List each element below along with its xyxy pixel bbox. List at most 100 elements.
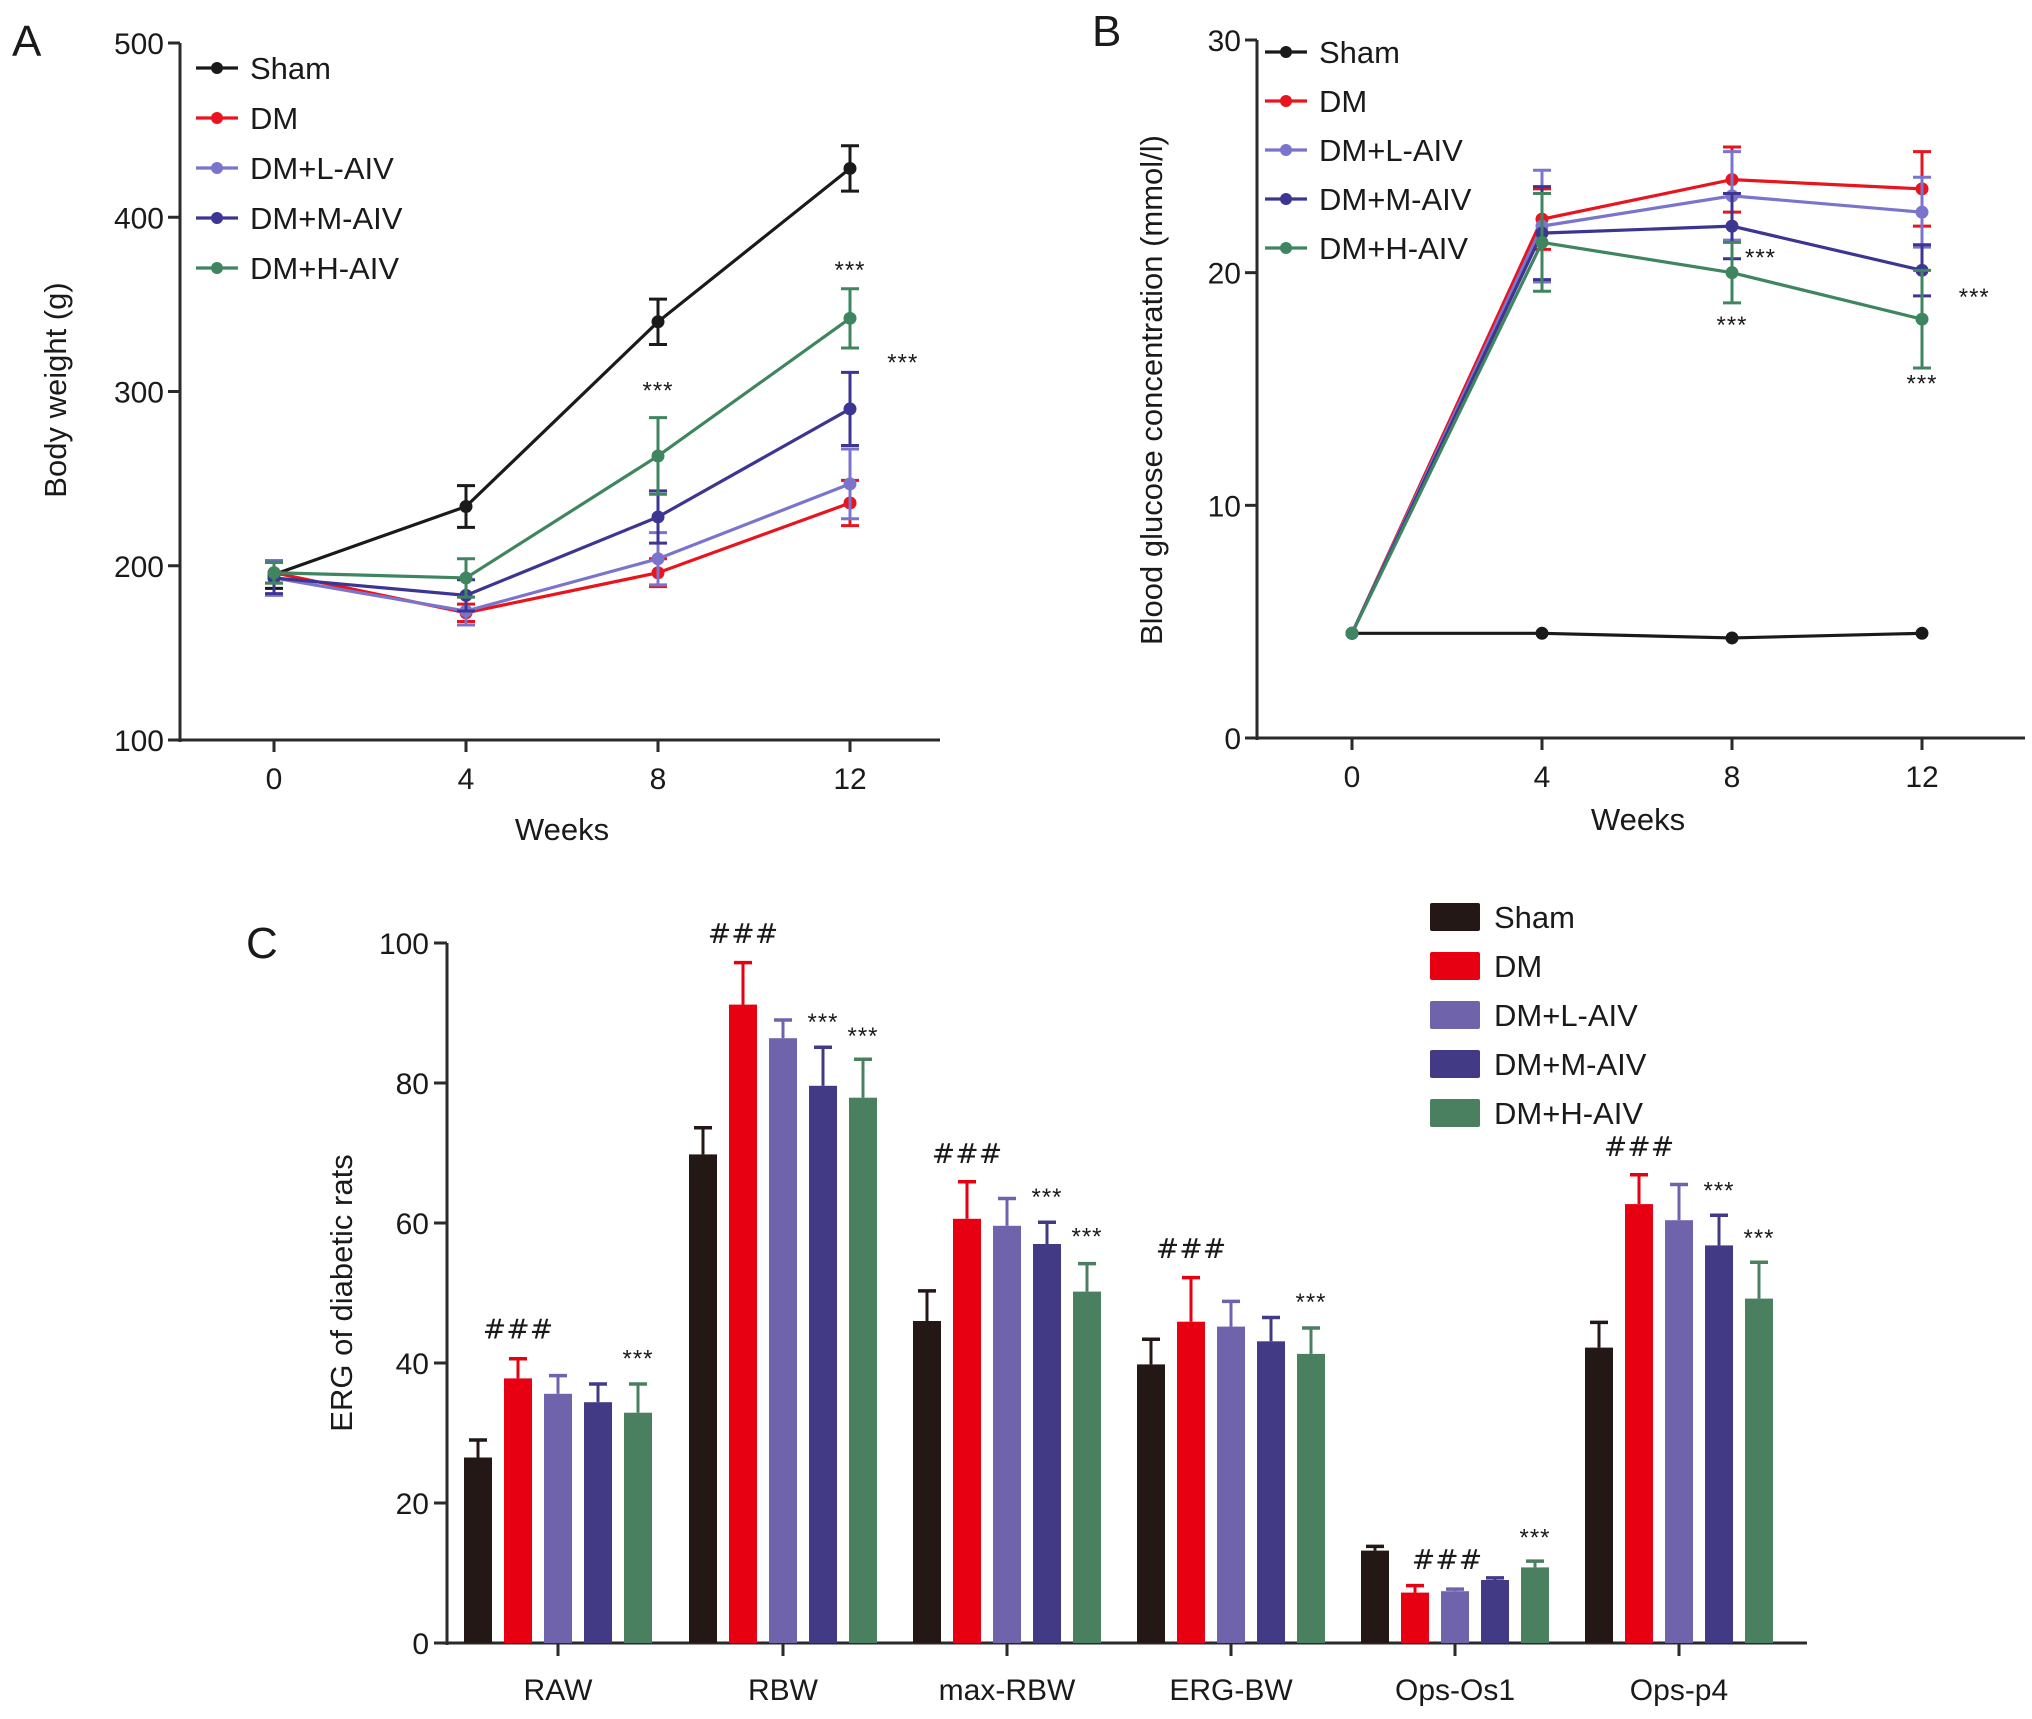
data-point-dm-h-aiv	[459, 571, 473, 585]
significance-marker: ***	[834, 257, 865, 284]
data-point-dm-m-aiv	[843, 402, 857, 416]
bar-dm-m-aiv-rbw	[809, 1085, 837, 1643]
bar-dm-m-aiv-raw	[584, 1402, 612, 1643]
y-tick-label: 30	[1208, 25, 1241, 58]
bar-series-dm	[504, 960, 1653, 1643]
legend-swatch	[1430, 1099, 1480, 1127]
bar-dm-ops-p4	[1625, 1204, 1653, 1643]
legend-label: DM	[1319, 84, 1367, 119]
legend-item-dm-m-aiv: DM+M-AIV	[1430, 1047, 1647, 1082]
bar-sham-raw	[464, 1457, 492, 1643]
legend-item-sham: Sham	[1430, 900, 1575, 935]
y-tick-label: 500	[114, 28, 164, 61]
y-tick-label: 80	[396, 1068, 429, 1101]
category-label-max-rbw: max-RBW	[939, 1674, 1076, 1707]
legend-item-dm: DM	[1430, 949, 1542, 984]
data-point-dm-l-aiv	[1915, 205, 1929, 219]
significance-marker: ***	[1959, 284, 1990, 311]
bar-dm-l-aiv-ops-p4	[1665, 1220, 1693, 1643]
x-tick-label: 0	[1344, 761, 1361, 794]
y-tick-label: 20	[396, 1488, 429, 1521]
data-point-dm-h-aiv	[1725, 266, 1739, 280]
legend-marker	[211, 162, 223, 174]
category-label-ops-p4: Ops-p4	[1630, 1674, 1728, 1707]
star-significance-marker: ***	[847, 1023, 878, 1050]
bar-dm-max-rbw	[953, 1218, 981, 1643]
series-line-sham	[1352, 631, 1923, 640]
star-significance-marker: ***	[1031, 1184, 1062, 1211]
data-point-dm-h-aiv	[843, 311, 857, 325]
series-dm	[1345, 145, 1931, 640]
y-axis-title: Body weight (g)	[38, 282, 73, 497]
bar-series-dm-m-aiv	[584, 1045, 1733, 1643]
data-point-dm-h-aiv	[267, 566, 281, 580]
y-tick-label: 100	[114, 725, 164, 758]
legend-item-dm: DM	[1265, 84, 1367, 119]
legend-swatch	[1430, 1001, 1480, 1029]
legend-marker	[1280, 242, 1292, 254]
legend-swatch	[1430, 952, 1480, 980]
bar-dm-l-aiv-erg-bw	[1217, 1326, 1245, 1643]
legend-label: Sham	[250, 51, 331, 86]
bar-dm-m-aiv-ops-p4	[1705, 1245, 1733, 1643]
category-label-rbw: RBW	[748, 1674, 819, 1707]
series-dm-h-aiv	[1345, 192, 1931, 640]
panel-c-erg-bar-chart: 0 20 40 60 80 100 RAW RBW max-RBW ERG-BW Ops-Os1 Op…	[324, 900, 1807, 1707]
x-axis-title: Weeks	[1591, 802, 1685, 837]
data-point-dm-m-aiv	[1725, 219, 1739, 233]
bar-sham-ops-p4	[1585, 1347, 1613, 1643]
bar-sham-ops-os1	[1361, 1550, 1389, 1643]
star-significance-marker: ***	[622, 1346, 653, 1373]
bar-dm-rbw	[729, 1004, 757, 1643]
significance-marker: ***	[887, 350, 918, 377]
legend-swatch	[1430, 1050, 1480, 1078]
panel-letter-a: A	[12, 17, 42, 66]
hash-significance-marker: ###	[1412, 1543, 1482, 1576]
legend-marker	[211, 262, 223, 274]
bar-sham-rbw	[689, 1154, 717, 1643]
data-point-dm-h-aiv	[1345, 626, 1359, 640]
legend-item-dm-l-aiv: DM+L-AIV	[1265, 133, 1463, 168]
legend-label: DM+L-AIV	[1494, 998, 1638, 1033]
legend-item-dm-m-aiv: DM+M-AIV	[196, 201, 403, 236]
data-point-sham	[1725, 631, 1739, 645]
x-tick-label: 8	[1724, 761, 1741, 794]
bar-series-dm-l-aiv	[544, 1018, 1693, 1643]
x-tick-label: 12	[1905, 761, 1938, 794]
series-dm	[265, 478, 859, 624]
y-tick-label: 0	[412, 1628, 429, 1661]
series-dm-h-aiv	[265, 287, 859, 599]
y-tick-label: 20	[1208, 258, 1241, 291]
category-label-raw: RAW	[524, 1674, 594, 1707]
legend-label: DM+L-AIV	[1319, 133, 1463, 168]
legend-item-dm-h-aiv: DM+H-AIV	[1265, 231, 1468, 266]
legend-label: DM+M-AIV	[1319, 182, 1472, 217]
category-label-erg-bw: ERG-BW	[1169, 1674, 1293, 1707]
bar-dm-h-aiv-ops-os1	[1521, 1567, 1549, 1643]
star-significance-marker: ***	[1743, 1225, 1774, 1252]
legend-item-dm-l-aiv: DM+L-AIV	[1430, 998, 1638, 1033]
significance-marker: ***	[642, 377, 673, 404]
y-tick-label: 300	[114, 377, 164, 410]
legend-marker	[1280, 95, 1292, 107]
series-line-dm	[273, 501, 851, 615]
series-line-dm-m-aiv	[1350, 224, 1923, 634]
legend-marker	[1280, 144, 1292, 156]
legend-label: DM+L-AIV	[250, 151, 394, 186]
bar-dm-l-aiv-ops-os1	[1441, 1591, 1469, 1643]
legend-label: DM+M-AIV	[250, 201, 403, 236]
x-axis-title: Weeks	[515, 812, 609, 847]
y-tick-label: 60	[396, 1208, 429, 1241]
bar-dm-h-aiv-erg-bw	[1297, 1353, 1325, 1643]
star-significance-marker: ***	[1519, 1525, 1550, 1552]
y-tick-label: 40	[396, 1348, 429, 1381]
legend-label: DM+H-AIV	[1494, 1096, 1643, 1131]
panel-b-blood-glucose-chart: 0 10 20 30 0 4 8 12 Weeks Blood glucose concentra…	[1134, 25, 2025, 837]
legend-label: Sham	[1319, 35, 1400, 70]
hash-significance-marker: ###	[1156, 1232, 1226, 1265]
legend-marker	[1280, 193, 1292, 205]
bar-dm-h-aiv-rbw	[849, 1097, 877, 1643]
bar-dm-h-aiv-max-rbw	[1073, 1291, 1101, 1643]
panel-letter-c: C	[246, 919, 278, 968]
